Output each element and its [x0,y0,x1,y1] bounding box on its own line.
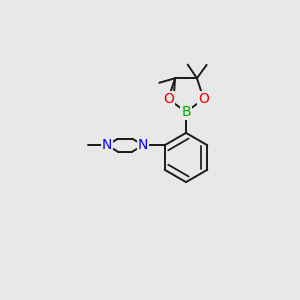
Text: B: B [181,105,191,119]
Text: O: O [198,92,209,106]
Text: N: N [102,138,112,152]
Text: N: N [138,138,148,152]
Text: O: O [163,92,174,106]
